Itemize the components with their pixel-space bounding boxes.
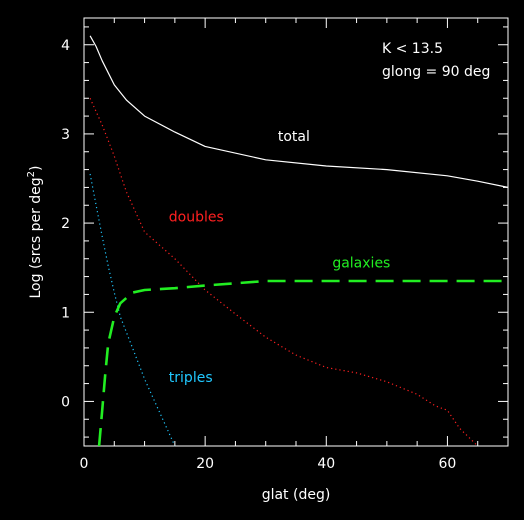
series-layer xyxy=(89,35,509,447)
series-label-galaxies: galaxies xyxy=(332,256,390,272)
y-tick-label: 2 xyxy=(61,216,70,232)
series-line-doubles xyxy=(89,98,479,447)
y-tick-label: 3 xyxy=(61,127,70,143)
series-label-triples: triples xyxy=(169,370,213,386)
annotation-filter: K < 13.5 xyxy=(382,41,443,57)
label-layer: total doubles triples galaxies xyxy=(169,129,391,386)
y-axis-label-close: ) xyxy=(28,165,44,170)
annotation-glong: glong = 90 deg xyxy=(382,64,490,80)
y-axis-label-sup: 2 xyxy=(26,171,37,177)
y-tick-label: 1 xyxy=(61,305,70,321)
x-axis-label: glat (deg) xyxy=(262,487,331,503)
y-axis-label-main: Log (srcs per deg xyxy=(28,177,44,298)
x-tick-label: 40 xyxy=(317,456,335,472)
series-line-total xyxy=(89,35,509,188)
series-line-galaxies xyxy=(97,279,508,447)
y-tick-label: 4 xyxy=(61,38,70,54)
x-tick-label: 60 xyxy=(439,456,457,472)
series-label-total: total xyxy=(278,129,310,145)
series-label-doubles: doubles xyxy=(169,209,224,225)
series-line-triples xyxy=(89,173,176,447)
x-tick-label: 20 xyxy=(196,456,214,472)
y-tick-label: 0 xyxy=(61,394,70,410)
x-tick-label: 0 xyxy=(80,456,89,472)
plot-frame xyxy=(83,17,509,447)
tick-layer: 0 20 40 60 0 1 2 3 4 xyxy=(61,18,509,472)
y-axis-label: Log (srcs per deg2) xyxy=(26,165,44,298)
